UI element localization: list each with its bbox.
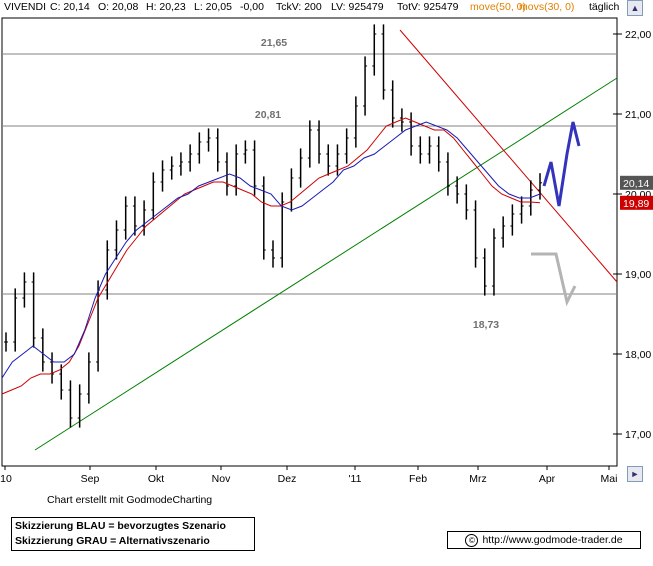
y-tick-label: 18,00	[625, 349, 651, 361]
support-trendline	[34, 77, 618, 451]
open-value: O: 20,08	[98, 1, 139, 13]
symbol-label: VIVENDI	[4, 1, 47, 13]
chart-header: VIVENDI C: 20,14 O: 20,08 H: 20,23 L: 20…	[0, 0, 653, 16]
scenario-gray-line	[531, 252, 577, 307]
low-value: L: 20,05	[194, 1, 232, 13]
scroll-right-button[interactable]: ►	[627, 466, 643, 482]
red-moving-average	[1, 117, 541, 395]
last-volume: LV: 925479	[331, 1, 384, 13]
x-tick-label: Feb	[409, 473, 427, 485]
website-url: http://www.godmode-trader.de	[482, 534, 623, 546]
resistance-trendline	[399, 29, 618, 283]
total-volume: TotV: 925479	[397, 1, 459, 13]
x-tick-label: '10	[0, 473, 12, 485]
tick-volume: TckV: 200	[276, 1, 322, 13]
last-ma-badge	[620, 195, 653, 210]
blue-moving-average	[1, 121, 541, 379]
legend-gray-text: Skizzierung GRAU = Alternativszenario	[15, 535, 210, 547]
x-tick-label: Mrz	[469, 473, 487, 485]
low-annotation: 18,73	[473, 319, 499, 331]
y-tick-label: 22,00	[625, 29, 651, 41]
x-tick-label: Dez	[278, 473, 297, 485]
x-tick-label: Nov	[212, 473, 231, 485]
last-price-label: 20,14	[623, 178, 649, 190]
ma2-label: movs(30, 0)	[519, 1, 575, 13]
ma1-label: move(50, 0)	[470, 1, 527, 13]
y-tick-label: 17,00	[625, 429, 651, 441]
scenario-blue-line	[542, 121, 581, 207]
x-tick-label: Mai	[601, 473, 618, 485]
y-tick-label: 19,00	[625, 269, 651, 281]
x-tick-label: Sep	[81, 473, 100, 485]
interval-label: täglich	[589, 1, 620, 13]
scenario-legend: Skizzierung BLAU = bevorzugtes Szenario …	[11, 517, 255, 551]
close-value: C: 20,14	[50, 1, 90, 13]
last-ma-label: 19,89	[623, 198, 649, 210]
website-link[interactable]: © http://www.godmode-trader.de	[447, 531, 641, 549]
level-label: 20,81	[255, 109, 281, 121]
plot-frame	[1, 17, 618, 467]
chart-credit: Chart erstellt mit GodmodeCharting	[47, 494, 213, 506]
last-price-badge	[620, 175, 653, 190]
legend-blue-text: Skizzierung BLAU = bevorzugtes Szenario	[15, 520, 226, 532]
y-tick-label: 21,00	[625, 109, 651, 121]
high-value: H: 20,23	[146, 1, 186, 13]
x-tick-label: Apr	[539, 473, 556, 485]
change-value: -0,00	[240, 1, 264, 13]
copyright-icon: ©	[465, 533, 479, 547]
level-label: 21,65	[261, 37, 287, 49]
x-tick-label: '11	[349, 473, 362, 485]
scroll-up-button[interactable]: ▲	[627, 0, 643, 16]
x-tick-label: Okt	[148, 473, 164, 485]
